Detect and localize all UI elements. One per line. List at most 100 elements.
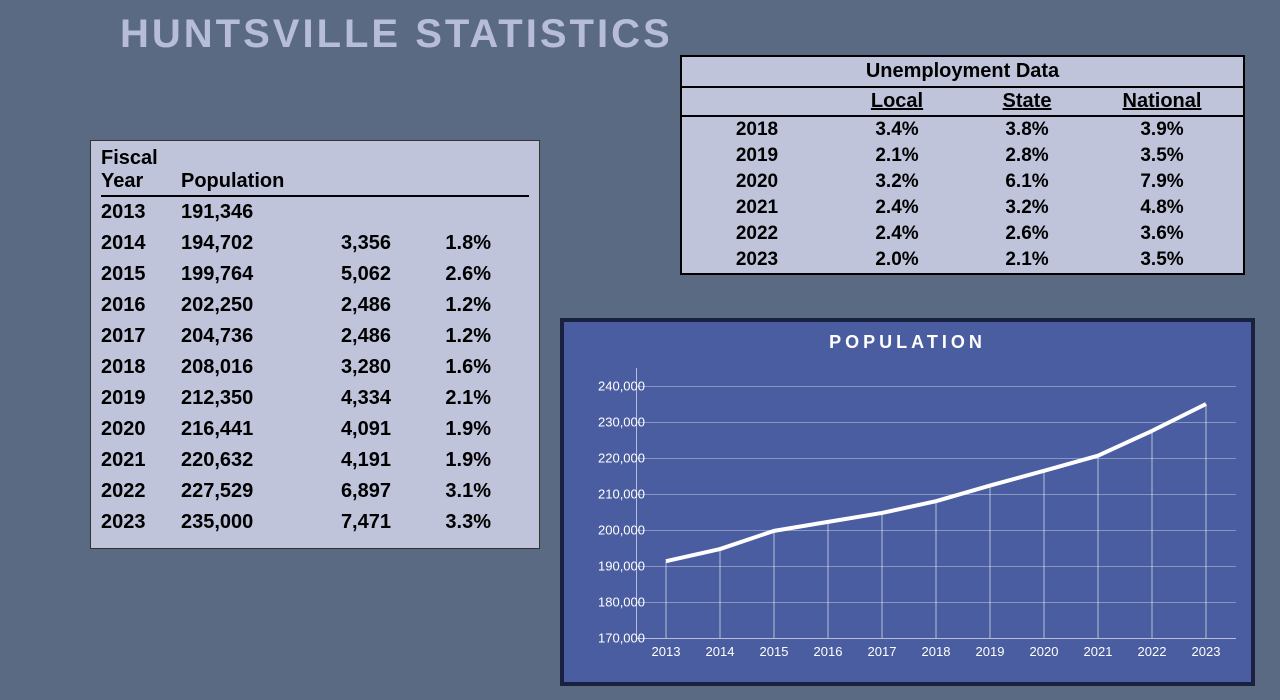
table-row: 2021220,6324,1911.9%: [101, 445, 529, 476]
cell-pop: 204,736: [181, 325, 311, 348]
cell-state: 2.1%: [962, 249, 1092, 271]
x-axis-label: 2021: [1084, 644, 1113, 659]
table-row: 2019212,3504,3342.1%: [101, 383, 529, 414]
cell-year: 2018: [101, 356, 181, 379]
cell-state: 3.2%: [962, 197, 1092, 219]
cell-pop: 202,250: [181, 294, 311, 317]
table-row: 20203.2%6.1%7.9%: [682, 169, 1243, 195]
cell-year: 2020: [682, 171, 832, 193]
population-table: Fiscal Year Population 2013191,346 201419…: [90, 140, 540, 549]
cell-pct: 2.6%: [411, 263, 491, 286]
cell-year: 2021: [101, 449, 181, 472]
cell-delta: 2,486: [311, 325, 411, 348]
y-axis-label: 210,000: [598, 487, 645, 502]
cell-year: 2023: [682, 249, 832, 271]
cell-delta: 5,062: [311, 263, 411, 286]
chart-title: POPULATION: [564, 332, 1251, 353]
cell-national: 4.8%: [1092, 197, 1232, 219]
cell-local: 2.4%: [832, 223, 962, 245]
unemp-hdr-national: National: [1092, 90, 1232, 113]
table-row: 2018208,0163,2801.6%: [101, 352, 529, 383]
cell-pop: 212,350: [181, 387, 311, 410]
unemp-hdr-local: Local: [832, 90, 962, 113]
cell-national: 3.5%: [1092, 145, 1232, 167]
cell-delta: 3,280: [311, 356, 411, 379]
cell-national: 3.5%: [1092, 249, 1232, 271]
cell-year: 2019: [101, 387, 181, 410]
x-axis-label: 2017: [868, 644, 897, 659]
cell-year: 2022: [682, 223, 832, 245]
x-axis-label: 2018: [922, 644, 951, 659]
cell-year: 2013: [101, 201, 181, 224]
table-row: 2015199,7645,0622.6%: [101, 259, 529, 290]
cell-delta: [311, 201, 411, 224]
y-axis-label: 190,000: [598, 559, 645, 574]
cell-pct: [411, 201, 491, 224]
x-axis-label: 2013: [652, 644, 681, 659]
cell-delta: 4,191: [311, 449, 411, 472]
cell-local: 2.1%: [832, 145, 962, 167]
cell-national: 3.9%: [1092, 119, 1232, 141]
pop-header-year: Year: [101, 170, 181, 193]
table-row: 20232.0%2.1%3.5%: [682, 247, 1243, 273]
cell-pop: 220,632: [181, 449, 311, 472]
cell-year: 2020: [101, 418, 181, 441]
table-row: 2023235,0007,4713.3%: [101, 507, 529, 538]
table-row: 20192.1%2.8%3.5%: [682, 143, 1243, 169]
table-row: 2013191,346: [101, 197, 529, 228]
y-axis-label: 200,000: [598, 523, 645, 538]
table-row: 20183.4%3.8%3.9%: [682, 117, 1243, 143]
cell-year: 2014: [101, 232, 181, 255]
pop-header-year-line1: Fiscal: [101, 147, 529, 170]
table-row: 2020216,4414,0911.9%: [101, 414, 529, 445]
cell-pop: 194,702: [181, 232, 311, 255]
x-axis-label: 2020: [1030, 644, 1059, 659]
y-axis-label: 230,000: [598, 415, 645, 430]
cell-year: 2019: [682, 145, 832, 167]
cell-year: 2018: [682, 119, 832, 141]
cell-pct: 1.2%: [411, 325, 491, 348]
unemp-header: Local State National: [682, 88, 1243, 117]
cell-pop: 216,441: [181, 418, 311, 441]
cell-pop: 199,764: [181, 263, 311, 286]
cell-national: 7.9%: [1092, 171, 1232, 193]
cell-pct: 1.2%: [411, 294, 491, 317]
cell-delta: 4,091: [311, 418, 411, 441]
cell-year: 2015: [101, 263, 181, 286]
cell-local: 3.4%: [832, 119, 962, 141]
y-axis-label: 170,000: [598, 631, 645, 646]
cell-pct: 2.1%: [411, 387, 491, 410]
unemployment-table: Unemployment Data Local State National 2…: [680, 55, 1245, 275]
y-axis-label: 180,000: [598, 595, 645, 610]
table-row: 20222.4%2.6%3.6%: [682, 221, 1243, 247]
cell-pop: 208,016: [181, 356, 311, 379]
x-axis-label: 2016: [814, 644, 843, 659]
cell-national: 3.6%: [1092, 223, 1232, 245]
cell-delta: 6,897: [311, 480, 411, 503]
pop-header-population: Population: [181, 170, 311, 193]
cell-pct: 3.1%: [411, 480, 491, 503]
y-axis-label: 240,000: [598, 379, 645, 394]
table-row: 2016202,2502,4861.2%: [101, 290, 529, 321]
cell-pct: 1.8%: [411, 232, 491, 255]
unemp-title: Unemployment Data: [682, 57, 1243, 88]
cell-pct: 1.9%: [411, 418, 491, 441]
x-axis-label: 2014: [706, 644, 735, 659]
page-title: HUNTSVILLE STATISTICS: [120, 12, 673, 57]
table-row: 20212.4%3.2%4.8%: [682, 195, 1243, 221]
cell-delta: 4,334: [311, 387, 411, 410]
cell-state: 6.1%: [962, 171, 1092, 193]
cell-year: 2022: [101, 480, 181, 503]
cell-year: 2021: [682, 197, 832, 219]
table-row: 2017204,7362,4861.2%: [101, 321, 529, 352]
cell-state: 2.8%: [962, 145, 1092, 167]
cell-pct: 3.3%: [411, 511, 491, 534]
cell-pct: 1.9%: [411, 449, 491, 472]
cell-delta: 7,471: [311, 511, 411, 534]
table-row: 2022227,5296,8973.1%: [101, 476, 529, 507]
x-axis-label: 2023: [1192, 644, 1221, 659]
x-axis-label: 2022: [1138, 644, 1167, 659]
cell-local: 2.0%: [832, 249, 962, 271]
cell-delta: 3,356: [311, 232, 411, 255]
population-table-header: Year Population: [101, 170, 529, 197]
